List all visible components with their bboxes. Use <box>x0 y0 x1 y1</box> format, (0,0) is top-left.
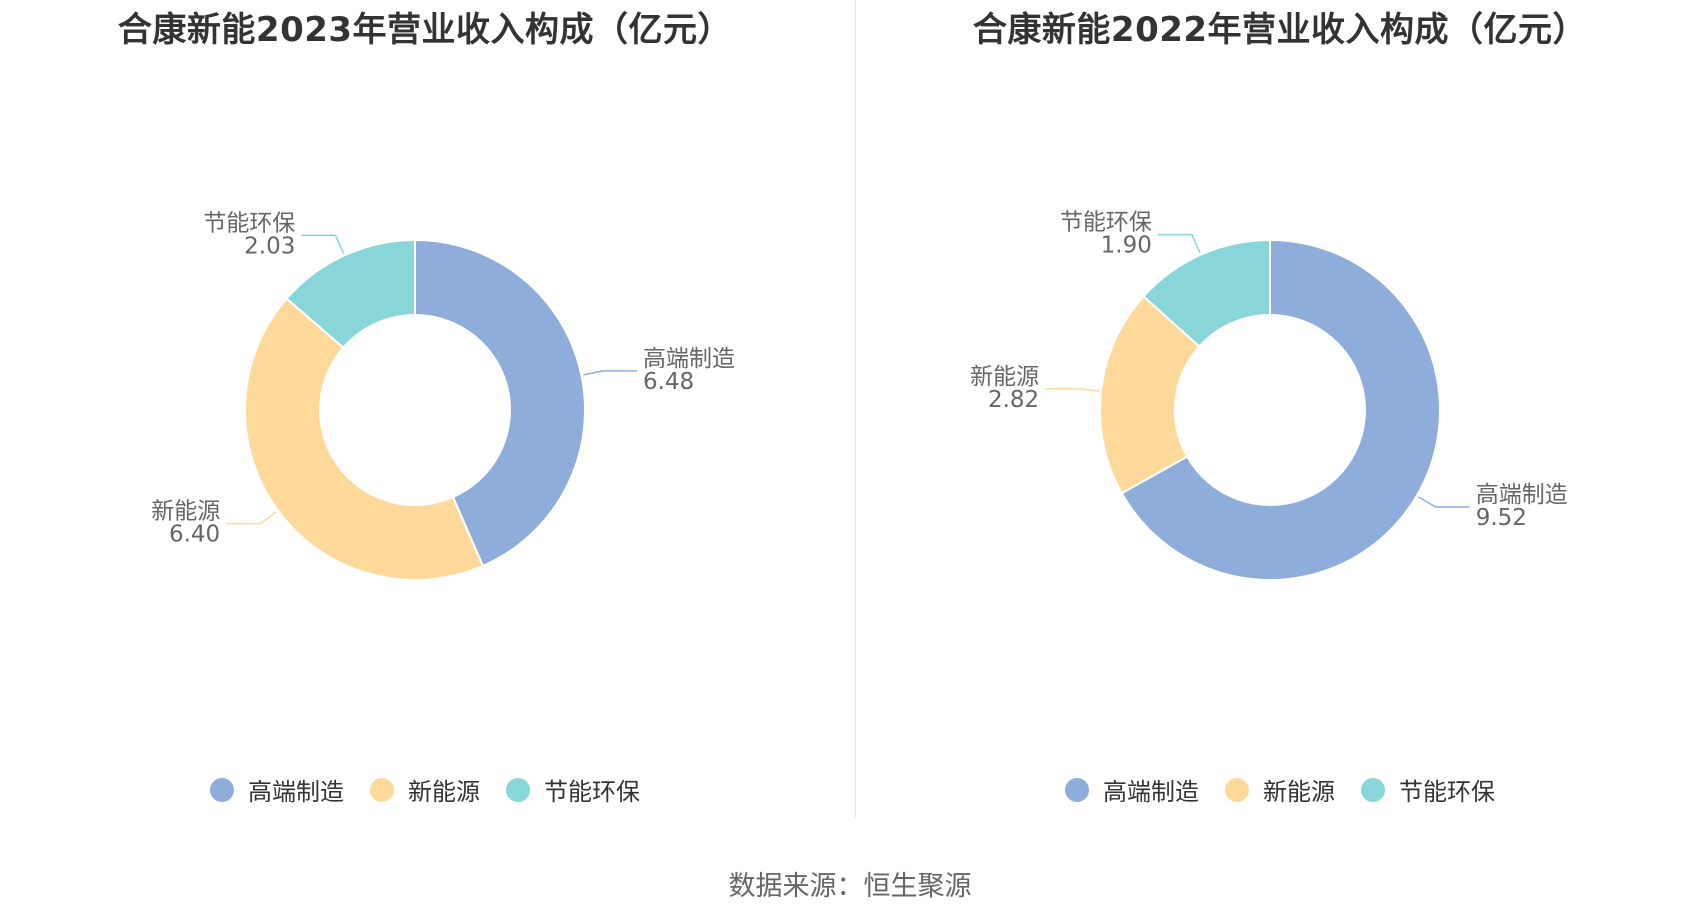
legend: 高端制造 新能源 节能环保 <box>855 772 1700 807</box>
chart-title: 合康新能2023年营业收入构成（亿元） <box>117 10 733 50</box>
legend-item-new-energy[interactable]: 新能源 <box>1225 772 1335 807</box>
chart-panel-2023: 合康新能2023年营业收入构成（亿元） 高端制造 6.48 新能源 6.40 节能环保 2… <box>0 0 850 820</box>
panel-divider <box>855 0 856 818</box>
legend: 高端制造 新能源 节能环保 <box>0 772 850 807</box>
slice-new-energy[interactable] <box>244 297 485 581</box>
slice-label-new-energy: 新能源 <box>970 364 1039 390</box>
slice-energy-saving[interactable] <box>1142 238 1271 348</box>
slice-energy-saving[interactable] <box>285 238 416 350</box>
slice-value-high-end-manufacturing: 6.48 <box>643 369 694 395</box>
legend-label: 节能环保 <box>544 778 640 806</box>
legend-marker <box>370 777 394 802</box>
slice-new-energy[interactable] <box>1099 294 1201 495</box>
slice-label-new-energy: 新能源 <box>151 499 220 525</box>
slice-value-energy-saving: 1.90 <box>1101 233 1152 259</box>
legend-item-high-end-manufacturing[interactable]: 高端制造 <box>210 772 344 807</box>
legend-label: 新能源 <box>408 778 480 806</box>
slice-value-new-energy: 2.82 <box>988 387 1039 413</box>
slice-value-high-end-manufacturing: 9.52 <box>1476 505 1527 531</box>
legend-label: 新能源 <box>1263 778 1335 806</box>
leader-line <box>1418 496 1470 508</box>
slice-label-energy-saving: 节能环保 <box>203 210 295 236</box>
legend-label: 高端制造 <box>1103 778 1199 806</box>
slice-label-energy-saving: 节能环保 <box>1060 210 1152 236</box>
legend-label: 节能环保 <box>1399 778 1495 806</box>
chart-title: 合康新能2022年营业收入构成（亿元） <box>972 10 1588 50</box>
slice-label-high-end-manufacturing: 高端制造 <box>643 346 735 372</box>
chart-panel-2022: 合康新能2022年营业收入构成（亿元） 高端制造 9.52 新能源 2.82 节能环保 1… <box>855 0 1700 820</box>
legend-marker <box>1361 777 1385 802</box>
slice-label-high-end-manufacturing: 高端制造 <box>1476 482 1568 508</box>
slice-high-end-manufacturing[interactable] <box>1120 238 1441 581</box>
leader-line <box>583 370 637 376</box>
legend-item-high-end-manufacturing[interactable]: 高端制造 <box>1065 772 1199 807</box>
slice-value-new-energy: 6.40 <box>169 522 220 548</box>
legend-item-energy-saving[interactable]: 节能环保 <box>1361 772 1495 807</box>
slice-value-energy-saving: 2.03 <box>244 233 295 259</box>
legend-marker <box>1225 777 1249 802</box>
data-source-note: 数据来源：恒生聚源 <box>728 871 972 902</box>
slice-high-end-manufacturing[interactable] <box>414 238 586 568</box>
leader-line <box>1045 388 1100 392</box>
legend-marker <box>1065 777 1089 802</box>
legend-item-new-energy[interactable]: 新能源 <box>370 772 480 807</box>
legend-marker <box>210 777 234 802</box>
legend-item-energy-saving[interactable]: 节能环保 <box>506 772 640 807</box>
leader-line <box>1157 233 1201 254</box>
legend-label: 高端制造 <box>248 778 344 806</box>
legend-marker <box>506 777 530 802</box>
leader-line <box>301 234 345 254</box>
leader-line <box>226 511 277 525</box>
